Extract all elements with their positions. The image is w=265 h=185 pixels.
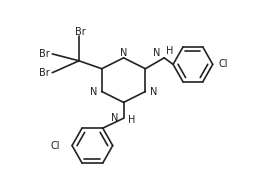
Text: H: H <box>127 115 135 125</box>
Text: Cl: Cl <box>51 141 60 151</box>
Text: N: N <box>90 87 98 97</box>
Text: Br: Br <box>75 28 85 38</box>
Text: N: N <box>120 48 127 58</box>
Text: Br: Br <box>39 49 50 59</box>
Text: H: H <box>166 46 173 56</box>
Text: N: N <box>153 48 160 58</box>
Text: N: N <box>111 113 119 123</box>
Text: Cl: Cl <box>219 59 228 69</box>
Text: Br: Br <box>39 68 50 78</box>
Text: N: N <box>150 87 157 97</box>
